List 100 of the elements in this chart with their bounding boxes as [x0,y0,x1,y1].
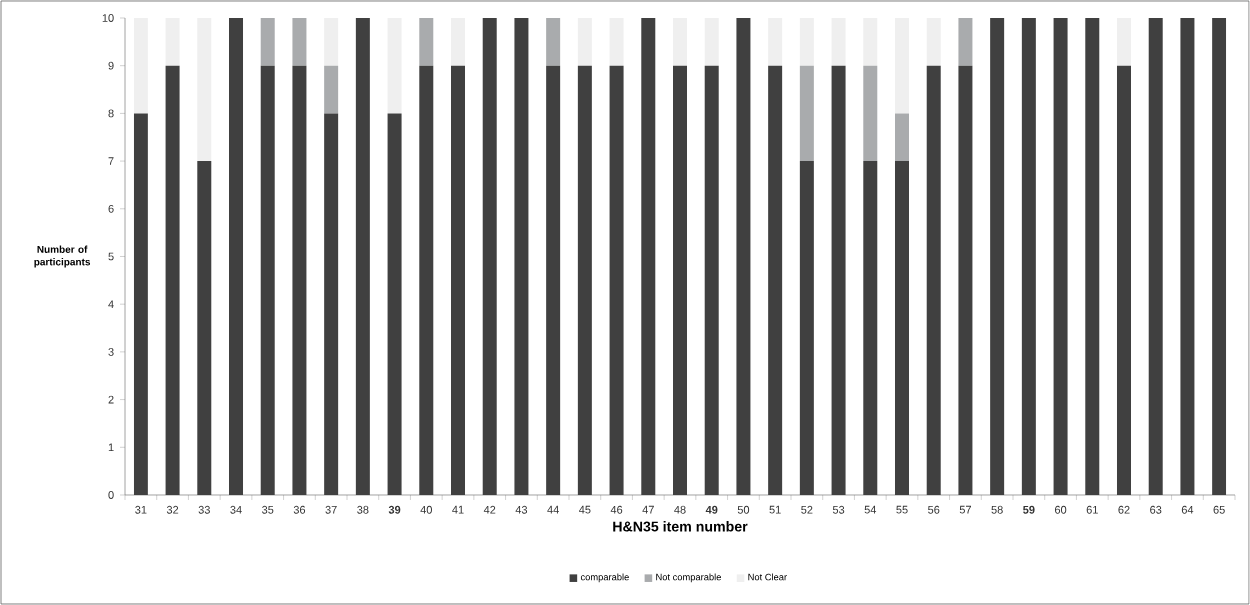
y-axis-title: Number of participants [34,245,91,268]
bar [641,17,656,495]
bar [419,65,434,495]
bar [133,17,148,114]
bar [260,17,275,66]
x-tick-label: 64 [1181,505,1194,514]
bar [229,17,244,495]
x-tick-label: 38 [357,505,369,514]
x-tick-label: 65 [1213,505,1225,514]
bar [1117,17,1131,66]
bar [863,17,878,66]
y-tick-label: 7 [108,157,114,165]
x-tick-label: 34 [230,505,242,514]
x-tick-label: 42 [483,505,496,514]
bar [324,113,339,495]
bar [831,65,846,495]
bar [514,17,529,495]
bar [451,65,466,495]
bar [419,17,434,66]
legend-label: comparable [580,573,629,583]
y-tick-label: 2 [108,395,114,404]
bar [799,65,814,162]
x-tick-label: 60 [1055,505,1067,514]
legend-label: Not Clear [748,573,787,581]
x-tick-label: 31 [135,505,147,514]
bar [799,17,814,66]
bar [1212,17,1227,495]
bar [133,113,148,495]
x-tick-label: 61 [1086,505,1098,514]
bar [260,65,275,495]
bar [165,65,180,495]
bar [799,161,814,495]
bar [292,65,307,495]
x-tick-label: 35 [262,505,274,514]
bar [895,161,909,495]
bar [546,65,561,495]
x-tick-label: 50 [737,505,750,514]
x-tick-label: 46 [610,505,623,514]
x-tick-label: 63 [1150,505,1162,514]
bar [1148,17,1163,495]
x-tick-label: 41 [452,505,464,514]
bar [958,65,973,495]
bar [958,17,973,66]
x-tick-label: 43 [515,505,528,514]
y-tick-label: 6 [108,204,114,213]
bar [577,65,592,495]
bar [609,65,624,495]
legend-label: Not comparable [656,573,721,583]
bar [355,17,370,495]
bar [451,17,466,66]
bar [863,65,878,162]
x-tick-label: 55 [896,505,908,514]
x-tick-label: 58 [991,505,1003,514]
bar [863,161,878,495]
x-tick-label: 54 [864,505,877,514]
bar [1021,17,1036,495]
bar [197,17,212,162]
y-tick-label: 9 [108,61,114,70]
x-tick-label: 48 [674,505,686,514]
bar [1053,17,1068,495]
bar [546,17,561,66]
x-tick-label: 36 [293,505,306,514]
y-tick-label: 3 [108,347,114,356]
bar [673,65,687,495]
x-tick-label: 51 [769,505,781,514]
bar [387,17,402,114]
bar [895,17,909,114]
x-tick-label: 47 [642,505,654,514]
bar [292,17,307,66]
x-tick-label: 59 [1023,505,1035,514]
bar [990,17,1005,495]
bar [831,17,846,66]
x-tick-label: 33 [198,505,210,514]
y-tick-label: 0 [108,491,114,499]
bar [324,17,339,66]
x-tick-label: 39 [388,505,401,514]
x-tick-label: 37 [325,505,337,514]
x-tick-label: 49 [705,505,718,514]
bar [736,17,751,495]
bar [165,17,180,66]
bar [926,65,941,495]
bar [704,65,719,495]
x-tick-label: 45 [579,505,591,514]
y-tick-label: 5 [108,252,114,261]
bar [704,17,719,66]
bar [324,65,339,114]
bar [609,17,624,66]
bar [1180,17,1195,495]
y-tick-label: 8 [108,109,114,118]
x-tick-label: 62 [1118,505,1130,514]
bar [768,65,783,495]
bar [895,113,909,162]
x-tick-label: 57 [959,505,971,514]
bar [1085,17,1100,495]
x-tick-label: 53 [832,505,845,514]
bar [768,17,783,66]
bar [197,161,212,495]
y-tick-label: 1 [108,443,114,452]
x-tick-label: 44 [547,505,559,514]
bar [387,113,402,495]
